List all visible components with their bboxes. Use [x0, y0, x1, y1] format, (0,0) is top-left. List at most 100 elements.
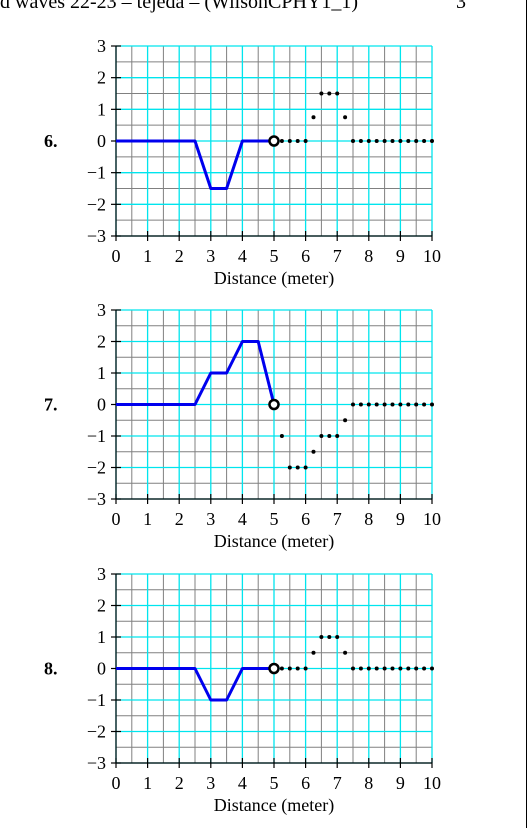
- reflected-pulse-dot: [366, 139, 371, 143]
- reflected-pulse-dot: [327, 434, 332, 438]
- reflected-pulse-dots: [279, 91, 434, 143]
- reflected-pulse-dot: [414, 402, 419, 407]
- reflected-pulse-dot: [351, 666, 355, 671]
- x-tick-label: 2: [175, 773, 184, 793]
- y-tick-label: −3: [87, 226, 106, 246]
- reflected-pulse-dot: [335, 91, 340, 96]
- y-tick-label: −2: [87, 194, 106, 214]
- reflected-pulse-dot: [398, 139, 403, 143]
- y-tick-label: −2: [87, 722, 106, 742]
- reflected-pulse-dot: [366, 402, 371, 407]
- y-tick-label: −2: [87, 458, 106, 478]
- reflected-pulse-dot: [374, 139, 379, 143]
- y-tick-label: −3: [87, 489, 106, 509]
- reflected-pulse-dot: [366, 666, 371, 671]
- reflected-pulse-dot: [351, 139, 355, 143]
- reflected-pulse-dot: [295, 465, 300, 470]
- reflected-pulse-dot: [414, 139, 419, 143]
- problem-number: 6.: [44, 131, 58, 151]
- reflected-pulse-dot: [303, 465, 308, 470]
- reflected-pulse-dot: [287, 666, 292, 671]
- y-tick-label: 1: [97, 363, 106, 383]
- reflected-pulse-dot: [422, 402, 427, 407]
- x-tick-label: 6: [301, 773, 310, 793]
- reflected-pulse-dot: [319, 91, 324, 96]
- reflected-pulse-dot: [279, 434, 284, 438]
- reflected-pulse-dot: [374, 402, 379, 407]
- reflected-pulse-dot: [398, 666, 403, 671]
- reflected-pulse-dot: [382, 139, 387, 143]
- y-tick-label: −1: [87, 690, 106, 710]
- x-axis-title: Distance (meter): [214, 268, 334, 289]
- reflected-pulse-dot: [295, 139, 300, 143]
- x-tick-label: 3: [206, 509, 215, 529]
- problem-number: 8.: [44, 659, 58, 679]
- reflected-pulse-dot: [351, 402, 355, 407]
- problem-number: 7.: [44, 395, 58, 415]
- reflected-pulse-dot: [406, 402, 411, 407]
- reflected-pulse-dot: [287, 465, 292, 470]
- reflected-pulse-dot: [358, 666, 363, 671]
- boundary-point-marker: [268, 398, 280, 411]
- reflected-pulse-dot: [358, 402, 363, 407]
- x-axis-title: Distance (meter): [214, 531, 334, 552]
- x-tick-label: 8: [364, 773, 373, 793]
- x-tick-label: 2: [175, 509, 184, 529]
- reflected-pulse-dot: [422, 666, 427, 671]
- reflected-pulse-dot: [303, 666, 308, 671]
- reflected-pulse-dot: [295, 666, 300, 671]
- reflected-pulse-dot: [382, 402, 387, 407]
- x-tick-label: 3: [206, 246, 215, 266]
- y-tick-label: 3: [97, 564, 106, 584]
- reflected-pulse-dot: [422, 139, 427, 143]
- y-tick-label: −3: [87, 753, 106, 773]
- x-tick-label: 9: [396, 773, 405, 793]
- y-tick-label: 2: [97, 596, 106, 616]
- reflected-pulse-dot: [287, 139, 292, 143]
- x-tick-label: 10: [423, 246, 441, 266]
- y-tick-label: 0: [97, 395, 106, 415]
- reflected-pulse-dot: [374, 666, 379, 671]
- reflected-pulse-dot: [414, 666, 419, 671]
- reflected-pulse-dot: [358, 139, 363, 143]
- reflected-pulse-dot: [311, 449, 316, 454]
- reflected-pulse-dot: [343, 418, 348, 423]
- page-number: 3: [456, 0, 466, 13]
- reflected-pulse-dots: [279, 635, 434, 671]
- reflected-pulse-dot: [319, 434, 324, 438]
- x-tick-label: 0: [112, 246, 121, 266]
- reflected-pulse-dot: [343, 650, 348, 655]
- page-header: d waves 22-23 – tejeda – (WilsonCPHY1_1)…: [0, 0, 530, 13]
- reflected-pulse-dot: [319, 635, 324, 639]
- reflected-pulse-dot: [327, 91, 332, 96]
- reflected-pulse-dot: [406, 666, 411, 671]
- x-tick-label: 5: [270, 509, 279, 529]
- x-tick-label: 0: [112, 773, 121, 793]
- x-tick-label: 4: [238, 509, 247, 529]
- y-tick-label: 2: [97, 68, 106, 88]
- y-tick-label: 1: [97, 99, 106, 119]
- reflected-pulse-dot: [390, 402, 395, 407]
- reflected-pulse-dot: [303, 139, 308, 143]
- x-tick-label: 1: [143, 773, 152, 793]
- incident-pulse-line: [116, 340, 276, 406]
- reflected-pulse-dot: [335, 434, 340, 438]
- x-tick-label: 3: [206, 773, 215, 793]
- boundary-point-marker: [268, 662, 280, 675]
- x-tick-label: 6: [301, 509, 310, 529]
- x-tick-label: 1: [143, 509, 152, 529]
- page-edge-rule: [526, 0, 527, 828]
- x-tick-label: 4: [238, 773, 247, 793]
- reflected-pulse-dot: [279, 139, 284, 143]
- x-tick-label: 5: [270, 246, 279, 266]
- x-tick-label: 7: [333, 509, 342, 529]
- reflected-pulse-dot: [430, 666, 434, 671]
- x-tick-label: 8: [364, 246, 373, 266]
- reflected-pulse-dot: [311, 115, 316, 120]
- reflected-pulse-dots: [279, 402, 434, 470]
- reflected-pulse-dot: [343, 115, 348, 120]
- incident-pulse-line: [116, 667, 274, 702]
- x-tick-label: 0: [112, 509, 121, 529]
